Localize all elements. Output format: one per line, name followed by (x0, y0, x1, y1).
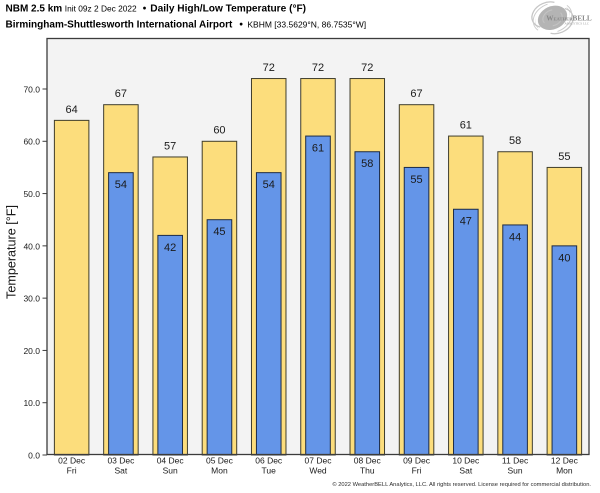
svg-text:67: 67 (115, 88, 127, 100)
svg-text:Thu: Thu (360, 466, 375, 476)
svg-text:08 Dec: 08 Dec (354, 456, 382, 466)
svg-text:55: 55 (410, 174, 422, 186)
svg-text:Temperature [°F]: Temperature [°F] (5, 205, 19, 299)
svg-text:Tue: Tue (262, 466, 277, 476)
svg-text:60.0: 60.0 (23, 137, 40, 147)
svg-text:58: 58 (509, 135, 521, 147)
svg-text:54: 54 (115, 179, 127, 191)
svg-text:10 Dec: 10 Dec (452, 456, 480, 466)
svg-text:03 Dec: 03 Dec (107, 456, 135, 466)
svg-text:50.0: 50.0 (23, 189, 40, 199)
svg-text:Sun: Sun (163, 466, 178, 476)
svg-text:70.0: 70.0 (23, 84, 40, 94)
svg-text:44: 44 (509, 231, 521, 243)
svg-text:57: 57 (164, 140, 176, 152)
svg-text:Fri: Fri (412, 466, 422, 476)
svg-text:Sun: Sun (508, 466, 523, 476)
svg-text:Mon: Mon (211, 466, 228, 476)
svg-text:60: 60 (213, 125, 225, 137)
svg-text:72: 72 (263, 62, 275, 74)
svg-text:Wed: Wed (309, 466, 327, 476)
svg-text:Birmingham-Shuttlesworth Inter: Birmingham-Shuttlesworth International A… (6, 20, 367, 31)
svg-text:61: 61 (460, 119, 472, 131)
svg-text:55: 55 (558, 151, 570, 163)
svg-text:30.0: 30.0 (23, 294, 40, 304)
svg-text:Sat: Sat (115, 466, 128, 476)
svg-text:© 2022 WeatherBELL Analytics,: © 2022 WeatherBELL Analytics, LLC. All r… (332, 481, 591, 488)
svg-text:12 Dec: 12 Dec (551, 456, 579, 466)
svg-text:06 Dec: 06 Dec (255, 456, 283, 466)
svg-text:02 Dec: 02 Dec (58, 456, 86, 466)
svg-text:54: 54 (263, 179, 275, 191)
svg-text:72: 72 (312, 62, 324, 74)
svg-text:20.0: 20.0 (23, 346, 40, 356)
svg-text:10.0: 10.0 (23, 398, 40, 408)
svg-text:0.0: 0.0 (28, 450, 40, 460)
svg-text:07 Dec: 07 Dec (305, 456, 333, 466)
svg-text:42: 42 (164, 242, 176, 254)
svg-text:ANALYTICS LLC: ANALYTICS LLC (564, 21, 589, 25)
svg-text:40: 40 (558, 252, 570, 264)
svg-text:47: 47 (460, 216, 472, 228)
svg-text:05 Dec: 05 Dec (206, 456, 234, 466)
svg-text:61: 61 (312, 142, 324, 154)
svg-text:58: 58 (361, 158, 373, 170)
svg-text:Fri: Fri (67, 466, 77, 476)
svg-text:67: 67 (410, 88, 422, 100)
svg-text:40.0: 40.0 (23, 241, 40, 251)
svg-text:04 Dec: 04 Dec (157, 456, 185, 466)
svg-text:Mon: Mon (556, 466, 573, 476)
svg-text:09 Dec: 09 Dec (403, 456, 431, 466)
svg-text:WEATHERBELL: WEATHERBELL (546, 14, 592, 22)
svg-text:72: 72 (361, 62, 373, 74)
svg-text:11 Dec: 11 Dec (502, 456, 529, 466)
svg-text:Sat: Sat (459, 466, 472, 476)
svg-text:64: 64 (66, 104, 78, 116)
svg-text:45: 45 (213, 226, 225, 238)
